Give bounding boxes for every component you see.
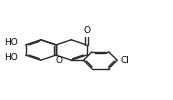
Text: HO: HO [4, 52, 18, 62]
Text: HO: HO [4, 38, 18, 48]
Text: Cl: Cl [120, 56, 129, 65]
Text: O: O [83, 26, 90, 35]
Text: O: O [56, 56, 63, 65]
